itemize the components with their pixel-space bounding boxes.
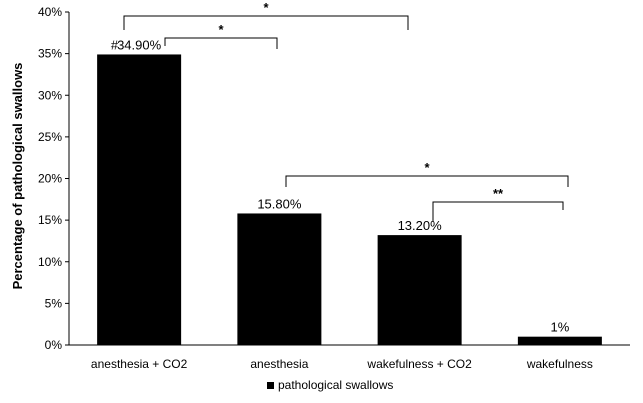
y-tick-label: 10%	[38, 255, 62, 269]
bar	[237, 213, 322, 345]
y-axis-label: Percentage of pathological swallows	[10, 63, 25, 290]
data-label: 34.90%	[117, 37, 162, 52]
significance-bracket	[432, 201, 564, 222]
bar	[377, 235, 462, 345]
y-tick-label: 20%	[38, 172, 62, 186]
bar	[97, 54, 182, 346]
y-tick-label: 25%	[38, 130, 62, 144]
y-tick-label: 35%	[38, 47, 62, 61]
y-tick-label: 5%	[45, 296, 63, 310]
x-tick-label: wakefulness	[526, 357, 593, 371]
significance-label: **	[493, 186, 504, 201]
significance-brackets: *****	[123, 0, 569, 222]
x-tick-label: wakefulness + CO2	[366, 357, 472, 371]
y-tick-label: 15%	[38, 213, 62, 227]
legend-label: pathological swallows	[278, 378, 393, 392]
y-tick-label: 30%	[38, 88, 62, 102]
legend: pathological swallows	[267, 378, 393, 392]
bar	[517, 336, 602, 345]
significance-label: *	[218, 22, 224, 37]
hash-marker: #	[111, 37, 119, 52]
significance-label: *	[263, 0, 269, 15]
y-tick-label: 40%	[38, 5, 62, 19]
x-tick-label: anesthesia	[250, 357, 308, 371]
data-label: 15.80%	[257, 196, 302, 211]
significance-bracket	[285, 175, 569, 187]
data-label: 13.20%	[398, 218, 443, 233]
significance-label: *	[424, 160, 430, 175]
significance-bracket	[164, 37, 278, 49]
data-label: 1%	[550, 320, 569, 335]
bars: 34.90% 15.80% 13.20% 1% #	[97, 37, 602, 346]
significance-bracket	[123, 15, 409, 30]
legend-swatch	[267, 382, 274, 389]
x-tick-label: anesthesia + CO2	[91, 357, 188, 371]
y-tick-label: 0%	[45, 338, 63, 352]
axes: 0% 5% 10% 15% 20% 25% 30% 35% 40% anesthesia + CO…	[38, 5, 630, 371]
